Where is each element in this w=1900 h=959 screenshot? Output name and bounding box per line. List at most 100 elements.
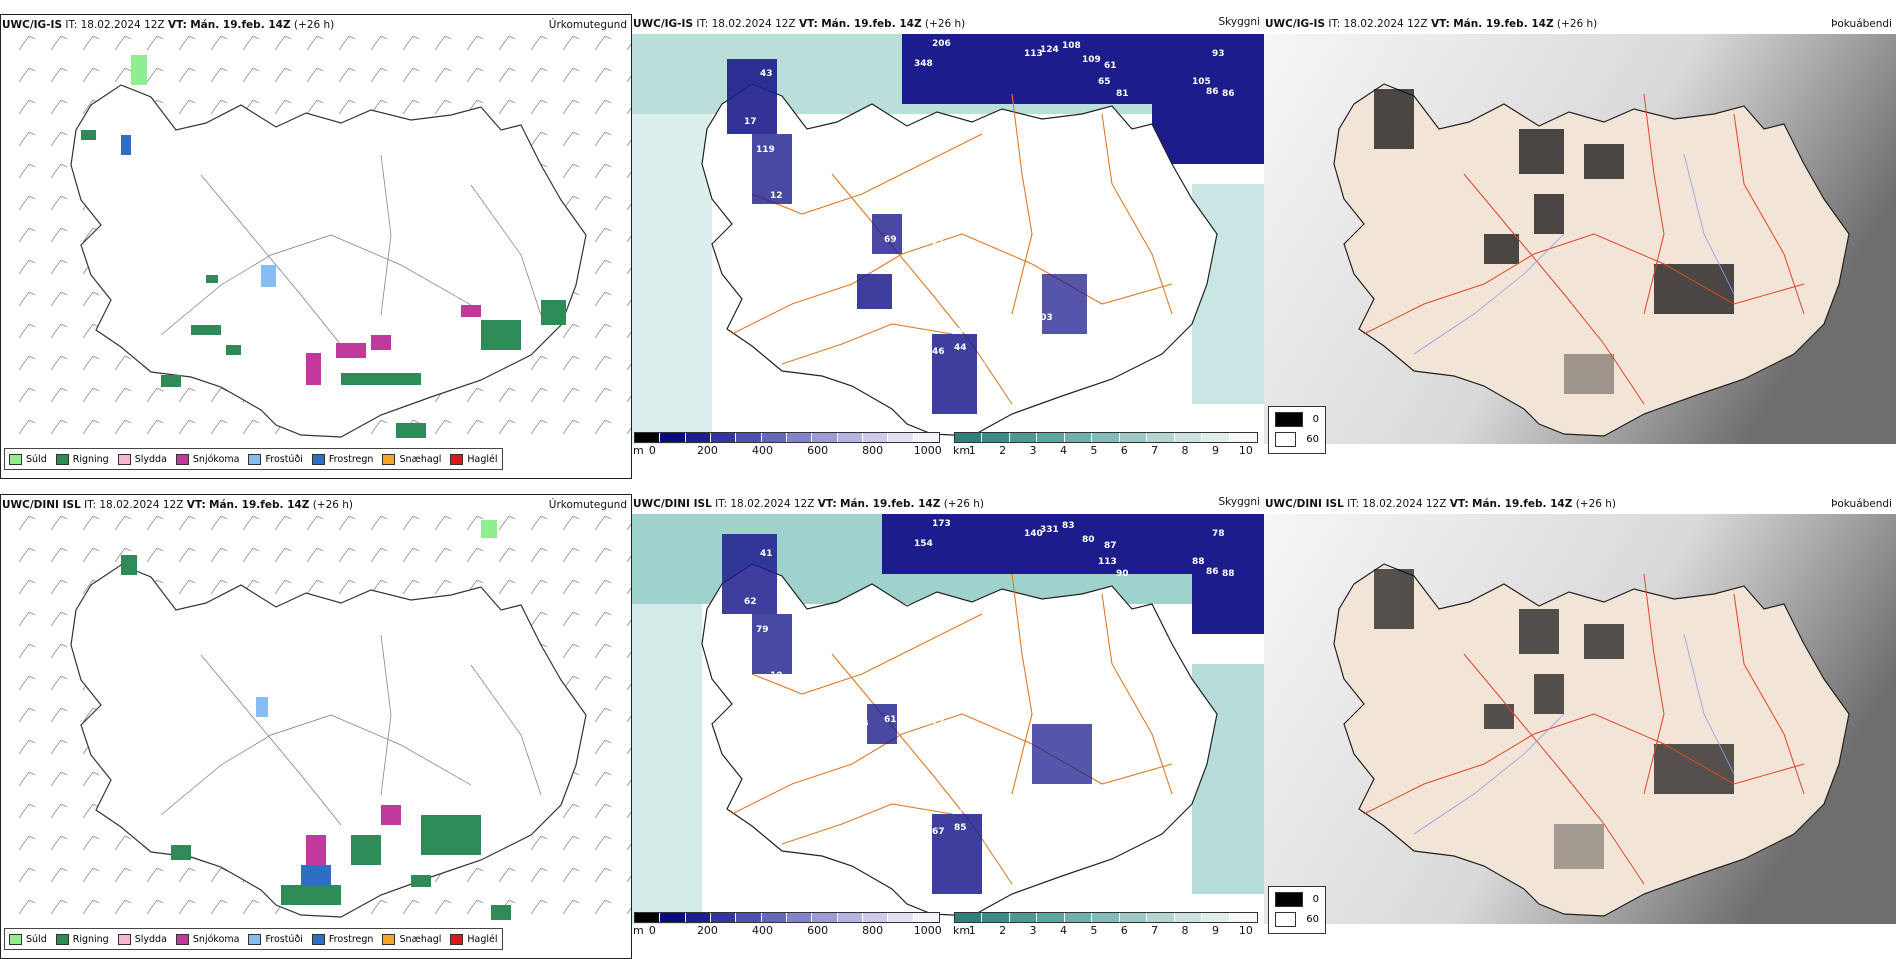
wind-barb	[626, 235, 631, 243]
wind-barb	[50, 643, 62, 659]
cloud-base-label: 81	[1116, 89, 1129, 99]
wind-barb-flag	[188, 419, 196, 424]
wind-barb-flag	[188, 35, 196, 40]
wind-barb	[498, 35, 510, 51]
wind-barb	[274, 67, 286, 83]
wind-barb-flag	[188, 515, 196, 520]
wind-barb	[50, 259, 62, 275]
wind-barb-flag	[540, 515, 548, 520]
wind-barb-flag	[316, 35, 324, 40]
wind-barb-flag	[604, 771, 612, 776]
colorbar-segment	[1064, 433, 1093, 442]
colorbar-segment	[888, 913, 914, 922]
colorbar-segment	[710, 433, 737, 442]
wind-barb	[466, 515, 478, 531]
init-time: 18.02.2024 12Z	[711, 18, 796, 30]
wind-barb-flag	[380, 515, 388, 520]
wind-barb	[562, 803, 574, 819]
wind-barb-flag	[604, 99, 612, 104]
wind-barb-flag	[540, 835, 548, 840]
cloud-base-ticks: m 0 200 400 600 800 1000	[633, 443, 942, 457]
wind-barb-flag	[252, 515, 260, 520]
legend-swatch	[55, 453, 69, 465]
wind-barb	[50, 771, 62, 787]
wind-barb-flag	[604, 259, 612, 264]
wind-barb-flag	[124, 515, 132, 520]
river-network	[1413, 633, 1735, 835]
legend-label: Snjókoma	[192, 933, 240, 945]
wind-barb-flag	[28, 899, 36, 904]
wind-barb-flag	[476, 67, 484, 72]
wind-barb-flag	[188, 547, 196, 552]
wind-barb-flag	[412, 515, 420, 520]
wind-barb	[50, 387, 62, 403]
valid-time: Mán. 19.feb. 14Z	[1472, 498, 1573, 510]
wind-barb	[498, 387, 510, 403]
panel-header: UWC/IG-IS IT: 18.02.2024 12Z VT: Mán. 19…	[2, 19, 627, 37]
cloud-base-label: 173	[932, 519, 951, 529]
wind-barb	[82, 771, 94, 787]
wind-barb	[434, 899, 446, 915]
colorbar-segment	[862, 433, 889, 442]
cloud-base-label: 124	[1040, 45, 1059, 55]
wind-barb-flag	[380, 99, 388, 104]
colorbar-tick: 400	[752, 444, 774, 457]
wind-barb	[338, 515, 350, 531]
legend-label: Slydda	[134, 933, 167, 945]
wind-barb-flag	[220, 99, 228, 104]
wind-barb	[82, 419, 94, 435]
wind-barb	[178, 35, 190, 51]
wind-barb-flag	[220, 515, 228, 520]
cloud-base-label: 140	[1024, 529, 1043, 539]
wind-barb	[18, 323, 30, 339]
wind-barb-flag	[572, 419, 580, 424]
wind-barb	[530, 515, 542, 531]
visibility-colorbar: km 1 2 3 4 5 6 7 8 9 10	[953, 432, 1258, 457]
cloud-base-label: 89	[954, 787, 967, 797]
wind-barb-flag	[316, 515, 324, 520]
wind-barb	[562, 419, 574, 435]
wind-barb-flag	[604, 355, 612, 360]
colorbar-tick: 200	[696, 924, 718, 937]
wind-barb	[466, 387, 478, 403]
legend-swatch	[175, 453, 189, 465]
colorbar-tick: 1000	[913, 924, 942, 937]
wind-barb	[50, 131, 62, 147]
cloud-base-label: 105	[1192, 77, 1211, 87]
fog-legend-swatch	[1275, 412, 1303, 427]
legend-swatch	[117, 933, 131, 945]
wind-barb	[626, 43, 631, 51]
wind-barb	[370, 547, 382, 563]
colorbar-tick: 1000	[913, 444, 942, 457]
wind-barb-flag	[124, 67, 132, 72]
wind-barb-flag	[220, 579, 228, 584]
low-cloud-areas	[727, 59, 1087, 414]
wind-barb	[50, 419, 62, 435]
wind-barb	[626, 747, 631, 755]
wind-barb-flag	[252, 99, 260, 104]
wind-barb	[18, 675, 30, 691]
cloud-base-label: 93	[1212, 49, 1225, 59]
wind-barb	[50, 611, 62, 627]
wind-barb-flag	[60, 387, 68, 392]
wind-barb-flag	[28, 643, 36, 648]
wind-barb	[594, 675, 606, 691]
wind-barb-flag	[92, 387, 100, 392]
colorbar-segment	[955, 913, 983, 922]
init-time: 18.02.2024 12Z	[1343, 18, 1428, 30]
cloud-base-label: 66	[856, 719, 869, 729]
wind-barb-flag	[540, 355, 548, 360]
wind-barb	[594, 259, 606, 275]
wind-barb-flag	[476, 579, 484, 584]
wind-barb	[402, 99, 414, 115]
wind-barb-flag	[572, 291, 580, 296]
wind-barb-flag	[252, 67, 260, 72]
wind-barb-flag	[540, 35, 548, 40]
colorbar-segment	[635, 913, 661, 922]
wind-barb	[306, 515, 318, 531]
wind-barb	[594, 707, 606, 723]
wind-barb-flag	[412, 419, 420, 424]
wind-barb-flag	[28, 131, 36, 136]
wind-barb	[18, 835, 30, 851]
cloud-base-label: 79	[756, 625, 769, 635]
